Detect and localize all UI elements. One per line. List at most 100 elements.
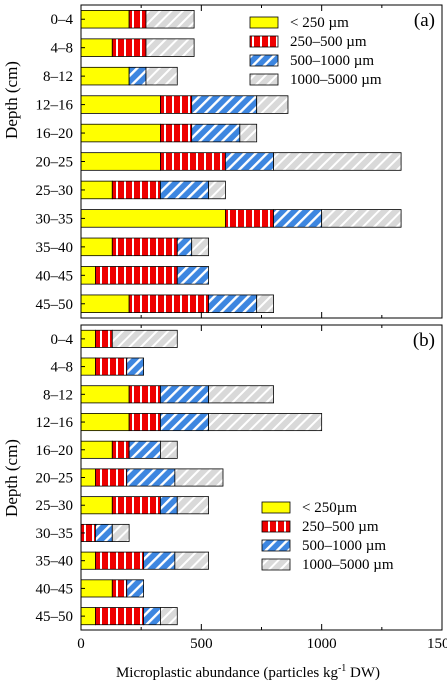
bar-segment [160,385,209,404]
bar-segment [224,209,274,228]
legend-swatch [261,501,291,514]
bar-segment [145,38,195,57]
panel-label: (a) [414,10,435,31]
panel-b-ylabel: Depth (cm) [2,439,21,517]
bar-segment [111,523,130,542]
bar-segment [273,209,323,228]
bar-segment [80,413,130,432]
category-label: 16–20 [36,126,74,142]
bar-segment [95,468,128,487]
bar-segment [95,357,128,376]
panel-a-ylabel: Depth (cm) [2,61,21,139]
bar-segment [95,607,144,626]
bar-segment [176,237,193,257]
bar-segment [80,66,130,86]
legend-swatch [249,16,279,29]
bar-segment [80,180,113,200]
x-axis-title: Microplastic abundance (particles kg-1 D… [116,663,380,681]
bar-segment [273,152,402,171]
bar-segment [80,38,113,57]
legend-swatch [249,54,279,67]
bar-segment [95,551,144,570]
bar-segment [160,413,209,432]
bar-segment [160,607,178,626]
panel-a: 0–4 4–8 8–12 12–16 16–20 20–25 25–30 30–35 35–40… [36,4,443,319]
bar-segment [128,440,161,459]
bar-segment [80,440,113,459]
category-label: 40–45 [36,268,74,284]
bar-segment [208,294,258,313]
bar-segment [208,413,323,432]
category-label: 45–50 [36,297,74,313]
category-label: 16–20 [36,443,74,459]
bar-segment [191,95,258,114]
bar-segment [80,237,113,257]
bar-segment [80,294,130,313]
bar-segment [111,579,128,598]
legend-label: 1000–5000 µm [290,72,382,88]
bar-segment [128,10,147,29]
category-label: 12–16 [36,415,74,431]
legend-swatch [249,73,279,86]
category-label: 25–30 [36,183,74,199]
category-label: 25–30 [36,498,74,514]
bar-segment [111,440,130,459]
category-label: 30–35 [36,211,74,227]
category-label: 4–8 [51,41,74,57]
category-label: 0–4 [51,332,74,348]
bar-segment [145,66,178,86]
bar-segment [111,496,161,515]
bar-segment [208,385,274,404]
legend-swatch [261,520,291,533]
bar-segment [160,440,178,459]
category-label: 12–16 [36,98,74,114]
category-label: 4–8 [51,360,74,376]
bar-segment [128,385,161,404]
bar-segment [191,123,241,143]
bar-segment [95,329,113,348]
legend-label: 250–500 µm [290,34,367,50]
bar-segment [80,95,161,114]
panel-label: (b) [413,330,435,351]
bar-segment [95,266,178,285]
category-label: 20–25 [36,155,74,171]
legend-swatch [249,35,279,48]
bar-segment [126,579,144,598]
bar-segment [160,152,226,171]
bar-segment [176,266,209,285]
legend-label: 1000–5000 µm [302,557,394,573]
legend-swatch [261,539,291,552]
bar-segment [80,496,113,515]
bar-segment [111,237,178,257]
category-label: 20–25 [36,471,74,487]
bar-segment [160,95,193,114]
bar-segment [80,385,130,404]
bar-segment [80,209,226,228]
x-tick-label: 500 [190,636,213,652]
legend-label: 500–1000 µm [290,53,374,69]
bar-segment [80,579,113,598]
bar-segment [239,123,258,143]
legend-label: < 250µm [302,500,357,516]
legend-label: 500–1000 µm [302,538,386,554]
bar-segment [321,209,402,228]
bar-segment [160,123,193,143]
bar-segment [128,294,209,313]
x-tick-label: 1500 [427,636,447,652]
bar-segment [126,468,176,487]
bar-segment [256,294,274,313]
legend-swatch [261,558,291,571]
bar-segment [143,551,176,570]
bar-segment [111,329,178,348]
category-label: 0–4 [51,12,74,28]
bar-segment [174,468,224,487]
category-label: 35–40 [36,554,74,570]
bar-segment [145,10,195,29]
bar-segment [111,38,147,57]
bar-segment [128,66,147,86]
category-label: 30–35 [36,526,74,542]
bar-segment [128,413,161,432]
bar-segment [208,180,226,200]
bar-segment [191,237,209,257]
